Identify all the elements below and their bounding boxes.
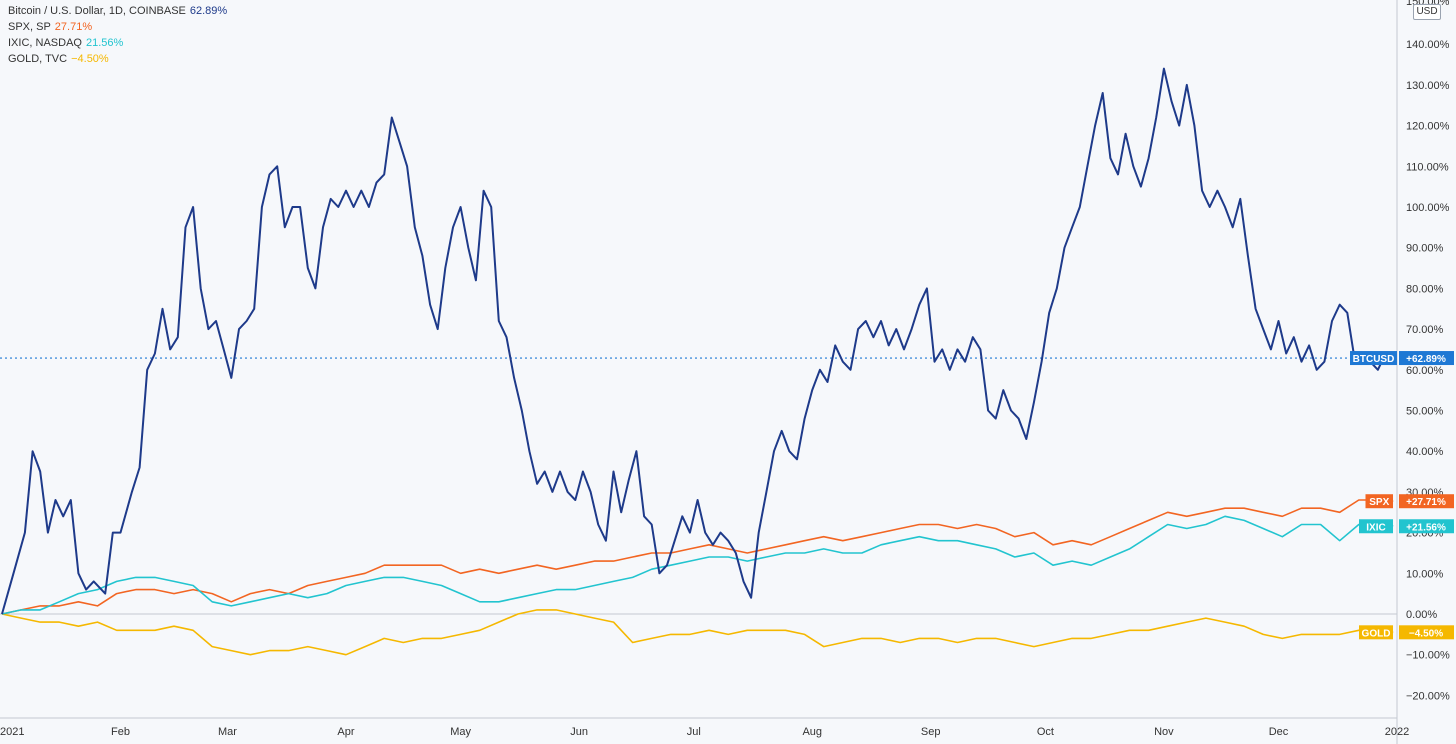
series-tag-name: SPX [1369,497,1389,508]
series-tag-value-bg [1399,494,1454,509]
legend-label: GOLD, TVC [8,53,68,65]
y-tick-label: −20.00% [1406,690,1450,702]
legend: Bitcoin / U.S. Dollar, 1D, COINBASE 62.89… [8,3,227,67]
legend-value: 27.71% [54,21,93,33]
series-tag-ixic[interactable]: IXIC +21.56% [1359,519,1454,534]
legend-row-ixic[interactable]: IXIC, NASDAQ 21.56% [8,35,227,51]
series-line-gold [1,609,1394,656]
y-tick-label: 10.00% [1406,568,1444,580]
series-tag-name-bg [1359,519,1393,534]
series-tags: BTCUSD +62.89% SPX +27.71% IXIC +21.56% GOLD −4… [1350,351,1455,640]
series-tag-value: +21.56% [1406,522,1446,533]
x-tick-label: 2021 [0,726,24,738]
y-tick-label: 120.00% [1406,121,1450,133]
series-tag-spx[interactable]: SPX +27.71% [1365,494,1455,509]
series-tag-value: +62.89% [1406,354,1446,365]
legend-label: IXIC, NASDAQ [8,37,82,49]
series-line-spx [1,499,1394,615]
series-tag-btcusd[interactable]: BTCUSD +62.89% [1350,351,1454,366]
currency-button[interactable]: USD [1413,4,1441,20]
y-tick-label: 100.00% [1406,202,1450,214]
legend-row-spx[interactable]: SPX, SP 27.71% [8,19,227,35]
y-tick-label: 130.00% [1406,80,1450,92]
y-tick-label: 40.00% [1406,446,1444,458]
x-tick-label: Aug [802,726,822,738]
legend-label: Bitcoin / U.S. Dollar, 1D, COINBASE [8,5,186,17]
y-tick-label: 90.00% [1406,243,1444,255]
y-tick-label: 80.00% [1406,283,1444,295]
x-tick-label: Oct [1037,726,1054,738]
series-tag-value: −4.50% [1409,628,1443,639]
x-tick-label: Apr [337,726,354,738]
y-tick-label: −10.00% [1406,650,1450,662]
y-tick-label: 140.00% [1406,39,1450,51]
y-tick-label: 110.00% [1406,161,1449,173]
legend-label: SPX, SP [8,21,51,33]
series-line-ixic [1,515,1394,615]
x-tick-label: Nov [1154,726,1174,738]
legend-row-btc[interactable]: Bitcoin / U.S. Dollar, 1D, COINBASE 62.89… [8,3,227,19]
series-tag-value-bg [1399,625,1454,640]
x-tick-label: Mar [218,726,237,738]
series-tag-value-bg [1399,519,1454,534]
series-tag-value: +27.71% [1406,497,1446,508]
series-tag-value-bg [1399,351,1454,366]
series-tag-gold[interactable]: GOLD −4.50% [1359,625,1454,640]
x-tick-label: Dec [1269,726,1289,738]
x-tick-label: Jun [570,726,588,738]
series-tag-name-bg [1359,625,1393,640]
legend-value: 21.56% [85,37,124,49]
y-tick-label: 70.00% [1406,324,1444,336]
legend-value: 62.89% [189,5,228,17]
legend-row-gold[interactable]: GOLD, TVC −4.50% [8,51,227,67]
y-tick-label: 0.00% [1406,609,1437,621]
series-tag-name: IXIC [1366,522,1385,533]
x-tick-label: Sep [921,726,941,738]
series-tag-name-bg [1350,351,1397,366]
series-tag-name-bg [1365,494,1393,509]
x-tick-label: 2022 [1385,726,1409,738]
legend-value: −4.50% [71,53,109,65]
series-line-btcusd [1,67,1394,615]
y-tick-label: 50.00% [1406,406,1444,418]
series-lines [1,67,1394,656]
x-tick-label: Feb [111,726,130,738]
x-tick-label: Jul [687,726,701,738]
x-tick-label: May [450,726,471,738]
gridlines [0,357,1397,615]
series-tag-name: GOLD [1362,628,1391,639]
series-tag-name: BTCUSD [1353,354,1395,365]
y-tick-label: 60.00% [1406,365,1444,377]
